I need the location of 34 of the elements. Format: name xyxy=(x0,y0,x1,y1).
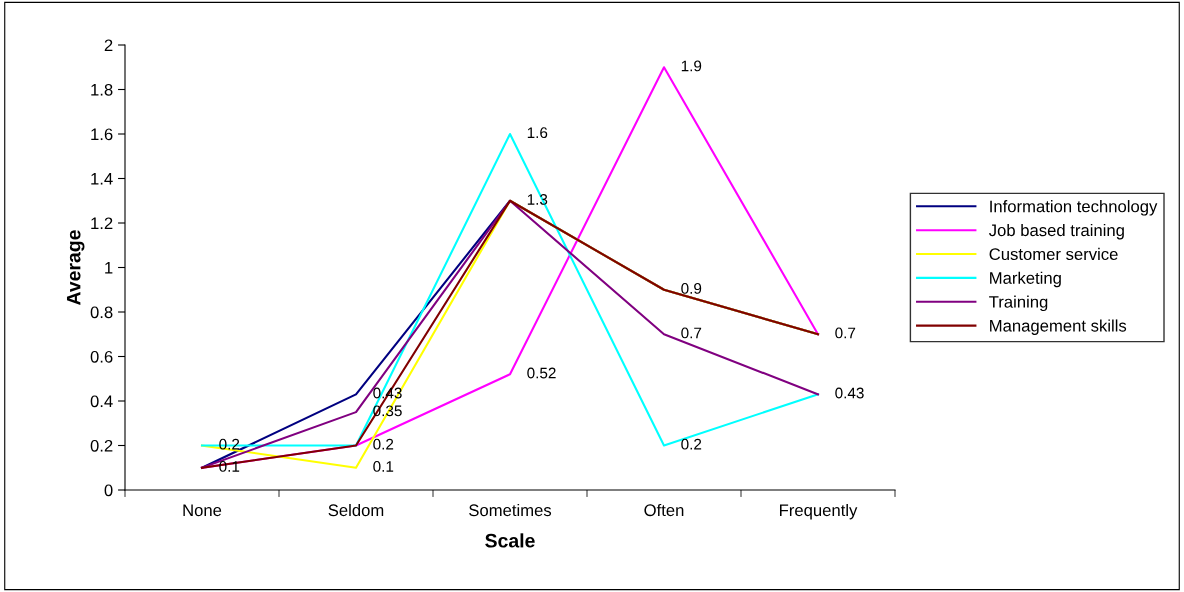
y-tick-label: 1.2 xyxy=(91,217,113,230)
x-tick-label: None xyxy=(183,504,222,517)
x-axis-title: Scale xyxy=(485,533,535,548)
data-label: 0.2 xyxy=(373,438,394,450)
y-tick-label: 0.6 xyxy=(90,350,113,363)
y-tick-label: 1.4 xyxy=(91,173,113,185)
y-tick-label: 0.8 xyxy=(90,306,113,319)
legend-label: Customer service xyxy=(989,247,1118,261)
y-tick-label: 1 xyxy=(105,262,113,274)
legend-label: Job based training xyxy=(988,223,1124,240)
y-tick-label: 0.2 xyxy=(90,439,113,452)
data-label: 0.9 xyxy=(681,283,702,294)
legend-label: Training xyxy=(989,295,1048,312)
data-label: 0.43 xyxy=(835,387,864,399)
x-tick-label: Sometimes xyxy=(469,503,552,517)
legend-label: Information technology xyxy=(990,200,1158,216)
data-label: 0.7 xyxy=(681,327,702,339)
data-label: 1.6 xyxy=(527,127,548,139)
x-tick-label: Seldom xyxy=(328,503,384,517)
x-tick-label: Frequently xyxy=(780,503,858,520)
x-tick-label: Often xyxy=(644,503,684,517)
y-tick-label: 0.4 xyxy=(90,395,113,408)
y-tick-label: 1.6 xyxy=(91,128,113,141)
y-tick-label: 1.8 xyxy=(91,83,113,96)
data-label: 1.9 xyxy=(681,60,702,72)
y-axis-title: Average xyxy=(66,230,85,306)
y-tick-label: 2 xyxy=(104,39,113,52)
data-label: 0.1 xyxy=(373,461,394,472)
legend-label: Management skills xyxy=(990,319,1127,335)
data-label: 0.2 xyxy=(681,438,702,450)
data-label: 0.52 xyxy=(527,367,556,379)
data-label: 0.7 xyxy=(835,327,856,339)
legend-label: Marketing xyxy=(990,271,1061,288)
y-tick-label: 0 xyxy=(104,484,113,497)
